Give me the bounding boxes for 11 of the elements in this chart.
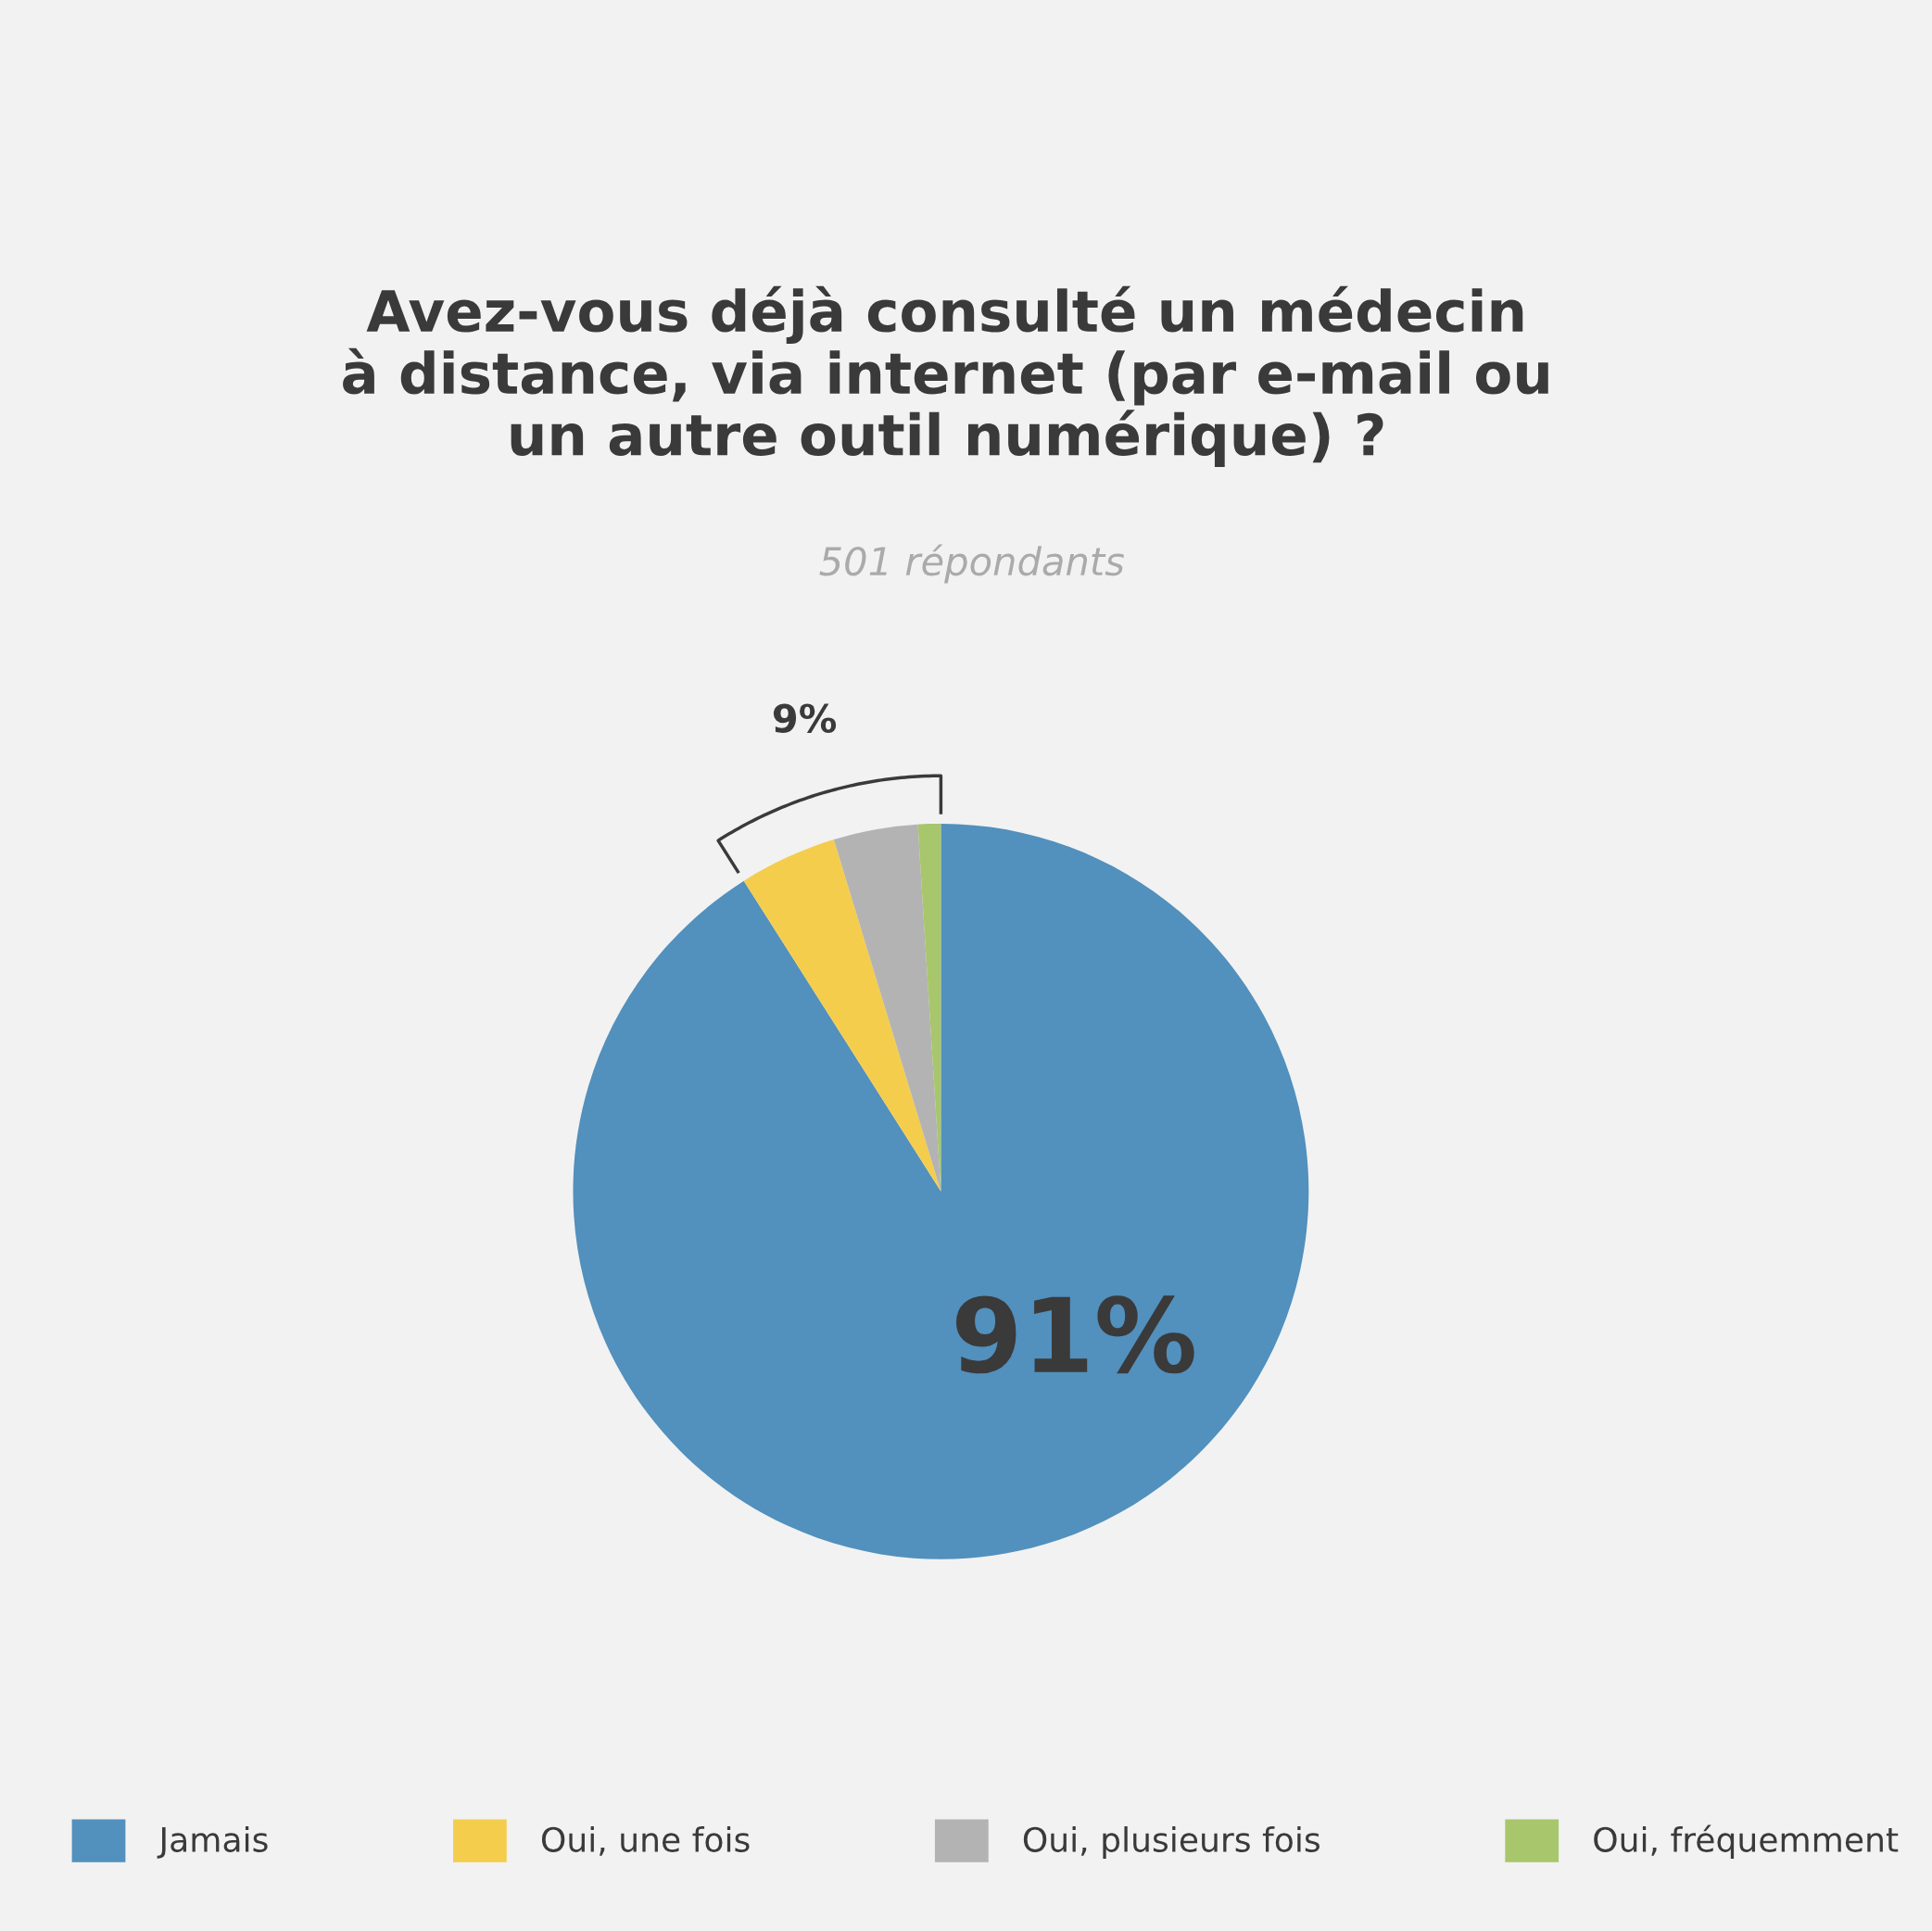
pie-slice: [743, 839, 941, 1192]
legend-label: Oui, plusieurs fois: [1023, 1826, 1320, 1859]
data-label: 91%: [955, 1295, 1194, 1374]
legend-label: Oui, une fois: [541, 1826, 750, 1856]
chart-subtitle: 501 répondants: [819, 544, 1125, 584]
chart-title: Avez-vous déjà consulté un médecin à distance, via internet (par e-mail ou un autre outil numérique) ?: [343, 285, 1548, 467]
legend-label: Oui, fréquemment: [1594, 1824, 1899, 1859]
text: 9%: [773, 703, 837, 733]
pie-slice: [833, 824, 941, 1192]
legend-label: Jamais: [157, 1826, 268, 1859]
pie-slice: [573, 823, 1309, 1559]
